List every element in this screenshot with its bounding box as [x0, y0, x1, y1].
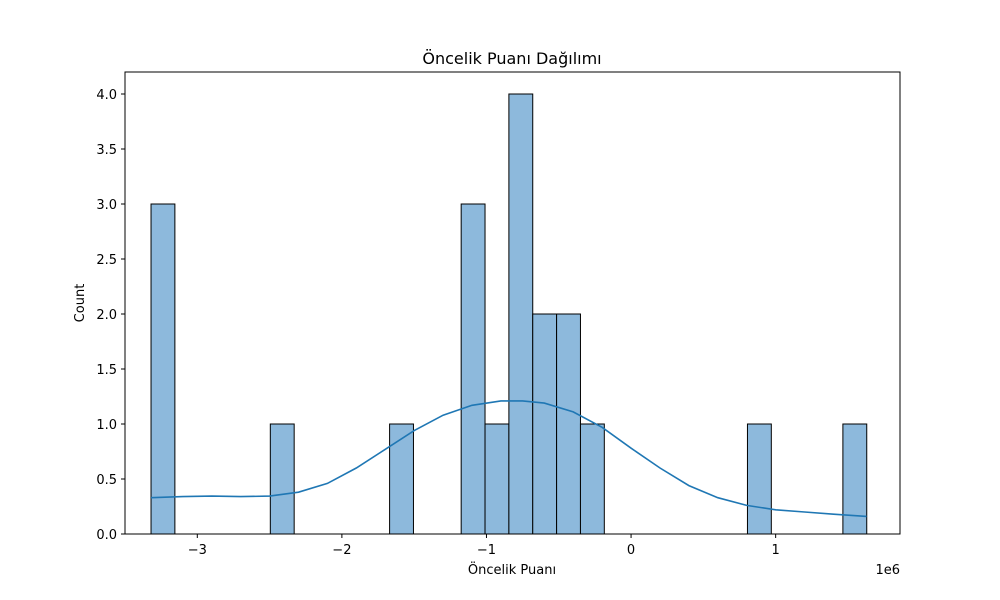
histogram-bar [746, 423, 772, 535]
x-tick-label: −1 [477, 543, 496, 558]
x-tick-label: 1 [772, 543, 780, 558]
y-tick-label: 4.0 [96, 88, 117, 103]
histogram-bar [556, 313, 581, 535]
histogram-bar [532, 313, 558, 535]
histogram-bar [150, 203, 176, 535]
histogram-bar [508, 93, 534, 535]
x-tick-label: 0 [627, 543, 635, 558]
x-offset-text: 1e6 [875, 563, 900, 578]
x-tick-label: −3 [188, 543, 207, 558]
histogram-bar [484, 423, 510, 535]
y-tick-label: 1.0 [96, 418, 117, 433]
y-axis-label: Count [73, 284, 88, 323]
histogram-bar [460, 203, 486, 535]
y-tick-label: 0.0 [96, 528, 117, 543]
histogram-bar [389, 423, 414, 535]
x-axis-ticks: −3 −2 −1 0 1 [188, 534, 780, 558]
kde-line [150, 400, 867, 518]
chart-title: Öncelik Puanı Dağılımı [422, 49, 601, 68]
y-tick-label: 2.5 [96, 253, 117, 268]
x-tick-label: −2 [332, 543, 351, 558]
y-tick-label: 1.5 [96, 363, 117, 378]
bars-group [150, 93, 868, 535]
histogram-bar [842, 423, 868, 535]
histogram-bar [579, 423, 605, 535]
y-tick-label: 3.5 [96, 143, 117, 158]
plot-frame [124, 71, 901, 535]
y-axis-ticks: 0.0 0.5 1.0 1.5 2.0 2.5 3.0 3.5 4.0 [96, 88, 125, 543]
histogram-bar [269, 423, 295, 535]
x-axis-label: Öncelik Puanı [468, 561, 556, 578]
y-tick-label: 0.5 [96, 473, 117, 488]
y-tick-label: 2.0 [96, 308, 117, 323]
y-tick-label: 3.0 [96, 198, 117, 213]
